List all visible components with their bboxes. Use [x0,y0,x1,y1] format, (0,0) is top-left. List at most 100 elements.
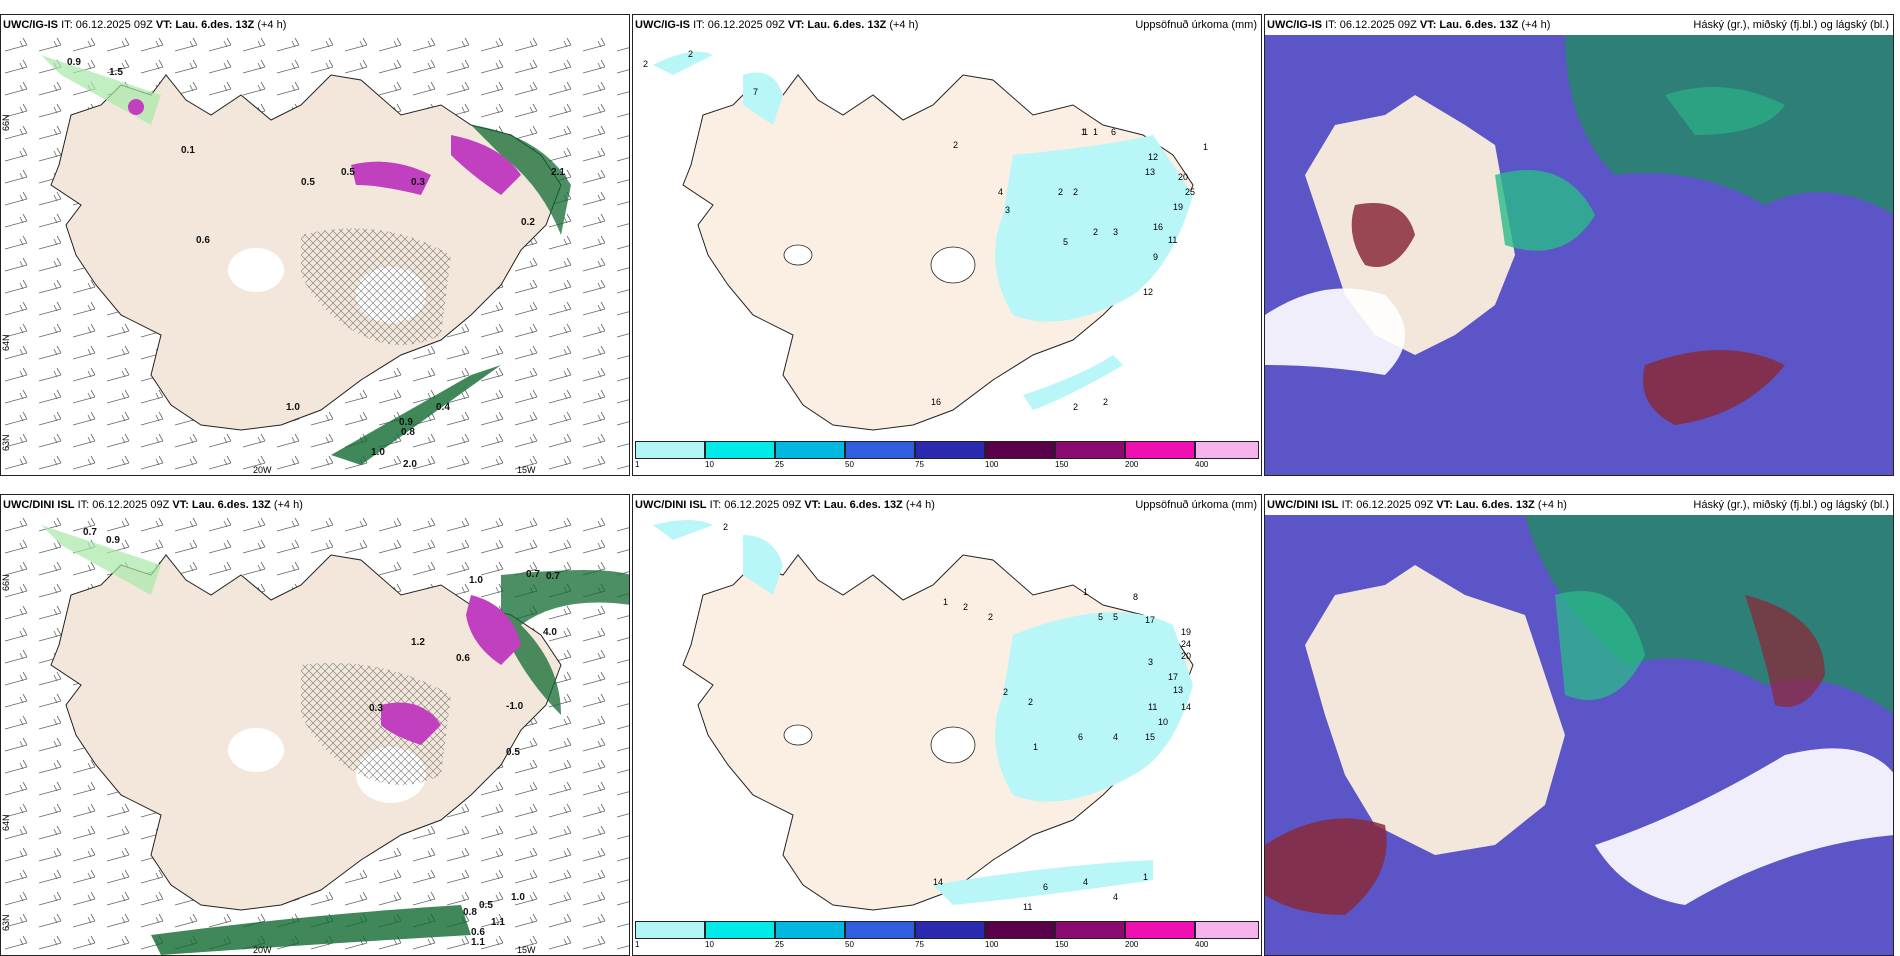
wind-label: 1.0 [286,402,300,413]
lon-label: 15W [517,945,536,955]
wind-label: 0.9 [106,535,120,546]
model-name: UWC/IG-IS [3,19,58,31]
panel-header: UWC/IG-IS IT: 06.12.2025 09Z VT: Lau. 6.… [1265,15,1893,35]
precip-label: 10 [1158,717,1168,727]
colorbar-cell [845,921,915,939]
precip-label: 2 [1073,187,1078,197]
wind-label: 0.1 [181,145,195,156]
wind-label: 0.6 [196,235,210,246]
colorbar-tick: 25 [775,940,784,949]
precip-label: 3 [1113,227,1118,237]
precip-label: 24 [1181,639,1191,649]
colorbar-tick: 75 [915,940,924,949]
colorbar-cell [775,921,845,939]
precip-label: 2 [643,59,648,69]
lon-label: 20W [253,465,272,475]
precip-label: 2 [988,612,993,622]
precip-label: 2 [1103,397,1108,407]
colorbar-tick: 400 [1195,940,1208,949]
cloud-map [1265,35,1894,476]
panel-header: UWC/IG-IS IT: 06.12.2025 09Z VT: Lau. 6.… [1,15,629,35]
colorbar-tick: 50 [845,460,854,469]
colorbar-tick: 10 [705,460,714,469]
precip-label: 7 [753,87,758,97]
colorbar-cell [1125,441,1195,459]
precip-label: 15 [1145,732,1155,742]
precip-label: 19 [1181,627,1191,637]
colorbar-tick: 1 [635,460,639,469]
colorbar-cell [775,441,845,459]
glacier [228,248,284,292]
wind-label: 0.5 [506,747,520,758]
init-time: IT: 06.12.2025 09Z [710,499,802,511]
wind-label: 0.2 [521,217,535,228]
wind-label: 1.2 [411,637,425,648]
panel-header: UWC/DINI ISL IT: 06.12.2025 09Z VT: Lau.… [1,495,629,515]
wind-label: 2.0 [403,459,417,470]
precip-label: 9 [1153,252,1158,262]
precip-label: 1 [1093,127,1098,137]
wind-label: 0.9 [399,417,413,428]
colorbar-cell [1055,921,1125,939]
precip-label: 13 [1173,685,1183,695]
precip-label: 3 [1148,657,1153,667]
colorbar-cell [1125,921,1195,939]
valid-time: VT: Lau. 6.des. 13Z [788,19,886,31]
model-name: UWC/IG-IS [1267,19,1322,31]
colorbar-cell [915,441,985,459]
precip-label: 17 [1145,615,1155,625]
wind-label: 1.0 [371,447,385,458]
precip-label: 2 [723,522,728,532]
lead-time: (+4 h) [1538,499,1567,511]
precip-label: 2 [1073,402,1078,412]
valid-time: VT: Lau. 6.des. 13Z [1436,499,1534,511]
lat-label: 64N [1,814,11,831]
precip-label: 1 [1083,127,1088,137]
wind-label: -1.0 [506,701,524,712]
colorbar-tick: 50 [845,940,854,949]
precip-label: 5 [1113,612,1118,622]
precip-label: 2 [1093,227,1098,237]
glacier [931,727,975,763]
precip-area [995,612,1193,802]
init-time: IT: 06.12.2025 09Z [78,499,170,511]
lat-label: 66N [1,574,11,591]
lon-label: 15W [517,465,536,475]
lead-time: (+4 h) [889,19,918,31]
wind-map: 0.9 1.5 0.5 0.3 0.5 0.2 1.0 0.4 0.8 2.1 … [1,35,630,476]
wind-label: 4.0 [543,627,557,638]
precip-label: 11 [1168,235,1177,245]
valid-time: VT: Lau. 6.des. 13Z [172,499,270,511]
colorbar-cell [1195,441,1259,459]
wind-label: 1.1 [491,917,505,928]
precip-label: 4 [1113,892,1118,902]
precip-label: 17 [1168,672,1178,682]
precip-panel-bottom: UWC/DINI ISL IT: 06.12.2025 09Z VT: Lau.… [632,494,1262,956]
lat-label: 63N [1,914,11,931]
colorbar-tick: 10 [705,940,714,949]
colorbar-tick: 1 [635,940,639,949]
colorbar-cell [985,441,1055,459]
precip-label: 20 [1181,651,1191,661]
precip-map: 2 2 7 2 1 1 6 12 13 20 25 19 16 11 9 12 … [633,35,1262,435]
precip-label: 14 [933,877,943,887]
panel-header: UWC/DINI ISL IT: 06.12.2025 09Z VT: Lau.… [633,495,1261,515]
precip-label: 11 [1023,902,1032,912]
panel-header: UWC/IG-IS IT: 06.12.2025 09Z VT: Lau. 6.… [633,15,1261,35]
precip-label: 1 [943,597,948,607]
precip-label: 1 [1033,742,1038,752]
wind-label: 1.1 [471,937,485,948]
lead-time: (+4 h) [1521,19,1550,31]
panel-title: Háský (gr.), miðský (fj.bl.) og lágský (… [1693,495,1889,515]
precip-label: 2 [1028,697,1033,707]
wind-panel-bottom: UWC/DINI ISL IT: 06.12.2025 09Z VT: Lau.… [0,494,630,956]
panel-title: Háský (gr.), miðský (fj.bl.) og lágský (… [1693,15,1889,35]
lon-label: 20W [253,945,272,955]
colorbar-cell [635,921,705,939]
colorbar-cell [1195,921,1259,939]
colorbar-tick: 75 [915,460,924,469]
precip-label: 6 [1043,882,1048,892]
precip-label: 11 [1148,702,1157,712]
lead-time: (+4 h) [906,499,935,511]
wind-label: 0.3 [369,703,383,714]
